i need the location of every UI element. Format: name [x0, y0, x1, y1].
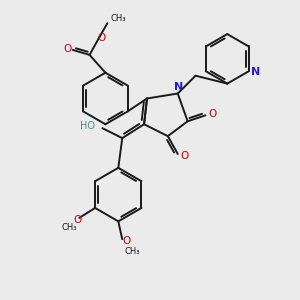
Text: O: O [122, 236, 130, 246]
Text: HO: HO [80, 121, 94, 131]
Text: CH₃: CH₃ [110, 14, 126, 23]
Text: N: N [251, 67, 260, 77]
Text: CH₃: CH₃ [61, 223, 77, 232]
Text: O: O [181, 151, 189, 161]
Text: O: O [73, 215, 81, 225]
Text: N: N [174, 82, 183, 92]
Text: O: O [64, 44, 72, 54]
Text: CH₃: CH₃ [124, 247, 140, 256]
Text: O: O [208, 109, 217, 119]
Text: O: O [97, 33, 106, 43]
